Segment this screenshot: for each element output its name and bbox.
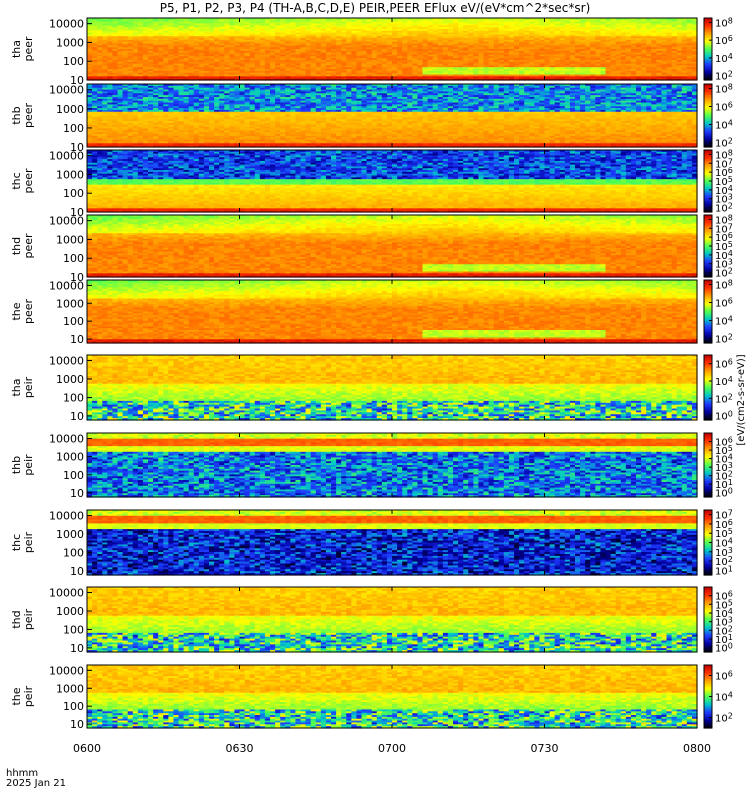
colorbar-tick-label: 104 (715, 52, 733, 65)
heatmap-thb-peer (87, 84, 698, 148)
y-tick-label: 10000 (49, 18, 84, 31)
colorbar-tick-label: 108 (715, 16, 733, 29)
y-tick-label: 100 (63, 55, 84, 68)
colorbar-tha-peer: 108 106 104 102 (704, 16, 733, 82)
y-axis-label: peer (22, 36, 35, 62)
colorbar-tick-label: 102 (715, 70, 733, 83)
heatmap-tha-peer (87, 18, 698, 81)
y-tick-label: 1000 (56, 36, 84, 49)
panel-thb-peer: 10100100010000thb peer108106104102 (10, 83, 733, 155)
colorbar-tick-label: 106 (715, 34, 733, 47)
